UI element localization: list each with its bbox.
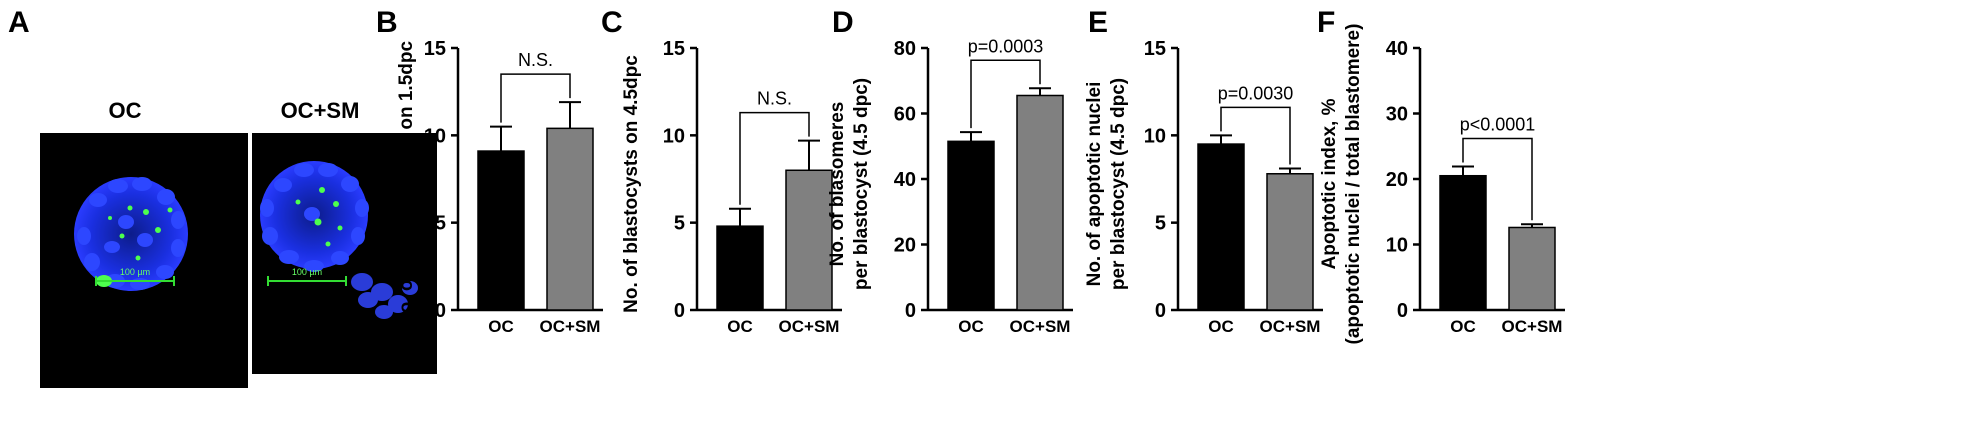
panel-d: D 0 20 40 60 80 No. of blasomeres per blastocys… bbox=[827, 6, 1073, 336]
y-tick-label-b: 5 bbox=[435, 213, 446, 235]
y-tick-label-f: 30 bbox=[1386, 104, 1408, 126]
y-tick-label-e: 15 bbox=[1144, 38, 1166, 60]
y-axis-label-b: No. of 2-cell embryos on 1.5dpc bbox=[396, 41, 417, 328]
y-tick-label-b: 15 bbox=[424, 38, 446, 60]
bar-e-oc-sm bbox=[1266, 173, 1314, 311]
y-tick-label-d: 40 bbox=[894, 169, 916, 191]
significance-label-f: p<0.0001 bbox=[1460, 115, 1536, 135]
x-category-label-d: OC bbox=[958, 317, 984, 336]
y-tick-label-f: 0 bbox=[1397, 300, 1408, 322]
panel-f: F 0 10 20 30 40 Apoptotic index, % (apoptotic n… bbox=[1317, 6, 1565, 344]
chart-panels: B 0 5 10 15 No. of 2-cell embryos on 1.5dpc OC… bbox=[376, 6, 1565, 344]
panel-letter-e: E bbox=[1088, 6, 1108, 39]
bar-b-oc-sm bbox=[546, 127, 594, 311]
y-axis-label-e: No. of apoptotic nuclei bbox=[1084, 82, 1105, 287]
significance-label-c: N.S. bbox=[757, 89, 792, 109]
bar-c-oc-sm bbox=[785, 169, 833, 311]
significance-bracket-e bbox=[1220, 106, 1291, 165]
y-axis-label-e: per blastocyst (4.5 dpc) bbox=[1108, 78, 1129, 290]
x-category-label-d: OC+SM bbox=[1010, 317, 1071, 336]
panel-c: C 0 5 10 15 No. of blastocysts on 4.5dpc OC OC+… bbox=[601, 6, 842, 336]
panel-letter-b: B bbox=[376, 6, 398, 39]
y-tick-label-e: 5 bbox=[1155, 213, 1166, 235]
panel-a: A OC OC+SM bbox=[8, 6, 437, 388]
y-tick-label-c: 10 bbox=[663, 125, 685, 147]
image-label-oc-sm: OC+SM bbox=[281, 98, 360, 123]
y-axis-label-d: per blastocyst (4.5 dpc) bbox=[851, 78, 872, 290]
scale-label-oc-sm: 100 µm bbox=[292, 267, 322, 277]
y-tick-label-d: 60 bbox=[894, 104, 916, 126]
micrograph-oc: 100 µm bbox=[40, 133, 248, 388]
y-tick-label-d: 20 bbox=[894, 235, 916, 257]
x-category-label-b: OC+SM bbox=[540, 317, 601, 336]
x-category-label-f: OC+SM bbox=[1502, 317, 1563, 336]
x-category-label-c: OC bbox=[727, 317, 753, 336]
bar-e-oc bbox=[1197, 143, 1245, 311]
bar-f-oc-sm bbox=[1508, 226, 1556, 311]
bar-b-oc bbox=[477, 150, 525, 311]
panel-letter-d: D bbox=[832, 6, 854, 39]
significance-label-b: N.S. bbox=[518, 50, 553, 70]
bar-d-oc bbox=[947, 140, 995, 311]
x-category-label-f: OC bbox=[1450, 317, 1476, 336]
significance-bracket-f bbox=[1462, 137, 1533, 221]
panel-e: E 0 5 10 15 No. of apoptotic nuclei per blasto… bbox=[1084, 6, 1323, 336]
image-label-oc: OC bbox=[109, 98, 142, 123]
significance-bracket-d bbox=[970, 59, 1041, 129]
bar-d-oc-sm bbox=[1016, 94, 1064, 311]
y-axis-label-d: No. of blasomeres bbox=[827, 102, 848, 267]
x-category-label-b: OC bbox=[488, 317, 514, 336]
bar-f-oc bbox=[1439, 174, 1487, 311]
bar-c-oc bbox=[716, 225, 764, 311]
y-axis-label-c: No. of blastocysts on 4.5dpc bbox=[621, 55, 642, 313]
x-category-label-e: OC+SM bbox=[1260, 317, 1321, 336]
y-axis-label-f: Apoptotic index, % bbox=[1319, 98, 1340, 269]
y-tick-label-f: 40 bbox=[1386, 38, 1408, 60]
panel-letter-f: F bbox=[1317, 6, 1335, 39]
panel-b: B 0 5 10 15 No. of 2-cell embryos on 1.5dpc OC… bbox=[376, 6, 603, 336]
y-tick-label-b: 10 bbox=[424, 125, 446, 147]
extruded-cells bbox=[351, 273, 418, 319]
micrograph-oc-sm: 100 µm bbox=[252, 133, 437, 374]
panel-letter-c: C bbox=[601, 6, 623, 39]
significance-label-e: p=0.0030 bbox=[1218, 83, 1294, 103]
significance-label-d: p=0.0003 bbox=[968, 36, 1044, 56]
significance-bracket-b bbox=[500, 73, 571, 123]
scale-label-oc: 100 µm bbox=[120, 267, 150, 277]
y-tick-label-d: 80 bbox=[894, 38, 916, 60]
y-axis-label-f: (apoptotic nuclei / total blastomere) bbox=[1343, 24, 1364, 345]
y-tick-label-f: 10 bbox=[1386, 235, 1408, 257]
apoptotic-nuclei-oc-sm bbox=[295, 187, 343, 247]
panel-letter-a: A bbox=[8, 6, 30, 39]
y-tick-label-d: 0 bbox=[905, 300, 916, 322]
y-tick-label-b: 0 bbox=[435, 300, 446, 322]
x-category-label-c: OC+SM bbox=[779, 317, 840, 336]
y-tick-label-c: 15 bbox=[663, 38, 685, 60]
y-tick-label-e: 10 bbox=[1144, 125, 1166, 147]
x-category-label-e: OC bbox=[1208, 317, 1234, 336]
significance-bracket-c bbox=[739, 111, 810, 205]
y-tick-label-c: 5 bbox=[674, 213, 685, 235]
y-tick-label-c: 0 bbox=[674, 300, 685, 322]
y-tick-label-e: 0 bbox=[1155, 300, 1166, 322]
y-tick-label-f: 20 bbox=[1386, 169, 1408, 191]
